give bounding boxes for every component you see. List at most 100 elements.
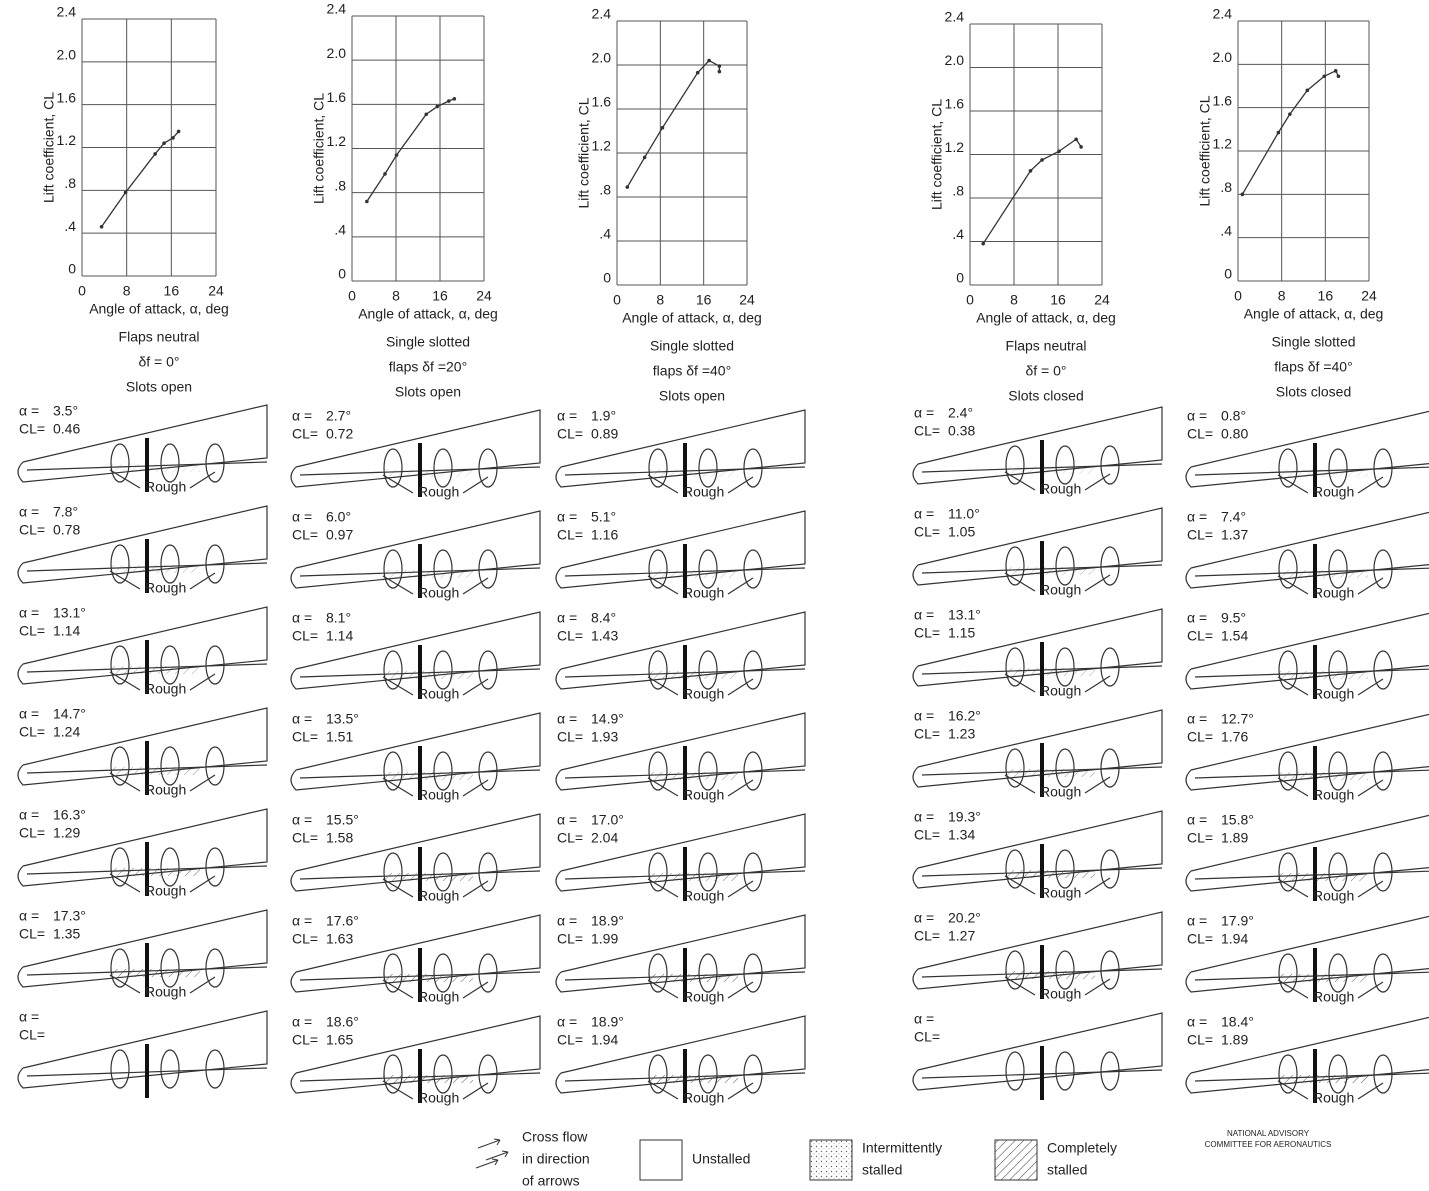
data-point <box>1029 169 1033 173</box>
cl-value: 1.76 <box>1221 729 1248 745</box>
nacelle <box>1329 651 1347 689</box>
cl-symbol: CL= <box>1187 527 1213 543</box>
wing-panel: α =CL=8.1°1.14Rough <box>291 610 540 702</box>
rough-label: Rough <box>1040 986 1081 1002</box>
cl-value: 1.37 <box>1221 527 1248 543</box>
cl-symbol: CL= <box>292 729 318 745</box>
data-point <box>383 172 387 176</box>
stall-region <box>648 1075 738 1083</box>
y-axis-label: Lift coefficient, CL <box>929 99 945 210</box>
y-tick-label: 0 <box>1224 266 1232 282</box>
y-tick-label: .8 <box>952 183 964 199</box>
alpha-value: 12.7° <box>1221 711 1254 727</box>
legend-label: in direction <box>522 1151 590 1167</box>
nacelle <box>434 651 452 689</box>
alpha-symbol: α = <box>557 1014 577 1030</box>
x-tick-label: 8 <box>123 283 131 299</box>
stall-region <box>383 873 473 881</box>
data-point <box>1079 145 1083 149</box>
y-tick-label: 2.4 <box>327 1 347 17</box>
rough-label: Rough <box>1313 787 1354 803</box>
stall-region <box>1278 671 1368 679</box>
x-tick-label: 0 <box>78 283 86 299</box>
alpha-value: 13.1° <box>53 605 86 621</box>
y-tick-label: 2.0 <box>1213 49 1233 65</box>
cl-symbol: CL= <box>557 931 583 947</box>
caption: Slots open <box>395 384 461 400</box>
cl-symbol: CL= <box>19 522 45 538</box>
rough-label: Rough <box>145 883 186 899</box>
alpha-symbol: α = <box>292 913 312 929</box>
wing-panel: α =CL=16.2°1.23Rough <box>913 708 1162 800</box>
nacelle <box>161 1050 179 1088</box>
data-point <box>1288 112 1292 116</box>
stall-region <box>648 671 738 679</box>
cl-symbol: CL= <box>914 423 940 439</box>
y-tick-label: .4 <box>64 218 76 234</box>
cl-symbol: CL= <box>1187 931 1213 947</box>
stall-region <box>383 469 473 477</box>
caption: δf = 0° <box>1025 363 1066 379</box>
cl-value: 1.14 <box>53 623 80 639</box>
nacelle <box>1056 446 1074 484</box>
cl-symbol: CL= <box>19 623 45 639</box>
cl-symbol: CL= <box>292 931 318 947</box>
credit: COMMITTEE FOR AERONAUTICS <box>1205 1140 1332 1149</box>
alpha-symbol: α = <box>19 403 39 419</box>
data-point <box>707 59 711 63</box>
data-point <box>453 97 457 101</box>
alpha-symbol: α = <box>1187 610 1207 626</box>
alpha-value: 20.2° <box>948 910 981 926</box>
rough-label: Rough <box>418 686 459 702</box>
y-tick-label: .4 <box>334 222 346 238</box>
data-point <box>124 191 128 195</box>
caption: Slots open <box>126 379 192 395</box>
legend-label: stalled <box>862 1162 902 1178</box>
nacelle <box>1329 752 1347 790</box>
alpha-symbol: α = <box>1187 812 1207 828</box>
cl-value: 1.29 <box>53 825 80 841</box>
alpha-symbol: α = <box>914 809 934 825</box>
nacelle <box>699 853 717 891</box>
alpha-value: 13.5° <box>326 711 359 727</box>
alpha-symbol: α = <box>292 812 312 828</box>
legend-swatch <box>640 1140 682 1180</box>
x-tick-label: 24 <box>208 283 224 299</box>
cl-value: 1.58 <box>326 830 353 846</box>
stall-region <box>383 974 473 982</box>
y-tick-label: 2.0 <box>327 45 347 61</box>
cl-value: 1.05 <box>948 524 975 540</box>
cl-symbol: CL= <box>914 1029 940 1045</box>
rough-label: Rough <box>683 787 724 803</box>
stall-region <box>383 671 473 679</box>
y-tick-label: 0 <box>338 266 346 282</box>
data-point <box>1074 137 1078 141</box>
alpha-value: 3.5° <box>53 403 78 419</box>
y-tick-label: 1.6 <box>1213 92 1233 108</box>
legend-label: Unstalled <box>692 1151 750 1167</box>
alpha-symbol: α = <box>557 711 577 727</box>
data-point <box>171 136 175 140</box>
cl-value: 0.89 <box>591 426 618 442</box>
alpha-symbol: α = <box>914 1011 934 1027</box>
alpha-symbol: α = <box>1187 913 1207 929</box>
nacelle <box>1056 1052 1074 1090</box>
wing-panel: α =CL=18.4°1.89Rough <box>1186 1014 1429 1106</box>
cl-value: 1.24 <box>53 724 80 740</box>
stall-region <box>110 565 200 573</box>
cl-value: 1.35 <box>53 926 80 942</box>
cl-symbol: CL= <box>557 1032 583 1048</box>
cl-value: 1.34 <box>948 827 975 843</box>
y-tick-label: 1.6 <box>327 89 347 105</box>
y-tick-label: .8 <box>1220 179 1232 195</box>
stall-region <box>1005 668 1095 676</box>
alpha-value: 0.8° <box>1221 408 1246 424</box>
alpha-symbol: α = <box>19 908 39 924</box>
wing-panel: α =CL=20.2°1.27Rough <box>913 910 1162 1002</box>
data-point <box>1337 74 1341 78</box>
data-point <box>424 112 428 116</box>
